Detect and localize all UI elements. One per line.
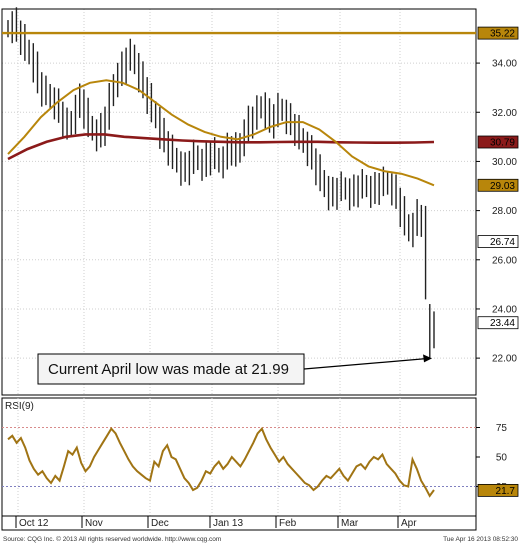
price-tick-label: 24.00 (492, 304, 517, 315)
rsi-lines (2, 426, 476, 498)
price-panel-frame (1, 8, 477, 396)
rsi-axis: 75502521.7 (476, 423, 519, 497)
time-tick-label: Dec (151, 518, 169, 529)
price-grid (2, 9, 476, 395)
price-level-box (477, 235, 519, 248)
rsi-line (7, 426, 435, 498)
time-tick-label: Apr (401, 518, 417, 529)
price-level-box (477, 316, 519, 330)
ohlc-bars (7, 7, 435, 359)
footer-source: Source: CQG Inc. © 2013 All rights reser… (3, 535, 221, 543)
time-tick-label: Jan 13 (213, 518, 243, 529)
rsi-value-label: 21.7 (496, 486, 516, 497)
overlay-lines (2, 31, 476, 187)
rsi-title: RSI(9) (5, 401, 34, 412)
ma-long-line (7, 133, 435, 161)
rsi-grid (17, 398, 401, 516)
price-tick-label: 30.00 (492, 157, 517, 168)
price-tick-label: 26.00 (492, 255, 517, 266)
price-level-label: 30.79 (490, 138, 515, 149)
time-tick-label: Mar (341, 518, 359, 529)
price-tick-label: 28.00 (492, 206, 517, 217)
time-tick-label: Nov (85, 518, 103, 529)
price-level-label: 29.03 (490, 181, 515, 192)
time-tick-label: Feb (279, 518, 297, 529)
price-level-label: 23.44 (490, 318, 515, 329)
price-level-box (477, 26, 519, 40)
price-level-label: 35.22 (490, 29, 515, 40)
price-tick-label: 22.00 (492, 354, 517, 365)
time-tick-label: Oct 12 (19, 518, 49, 529)
annotation-text: Current April low was made at 21.99 (48, 361, 289, 378)
rsi-panel-frame (1, 397, 477, 517)
footer: Source: CQG Inc. © 2013 All rights reser… (3, 535, 518, 543)
rsi-tick-label: 50 (496, 453, 508, 464)
price-panel (1, 8, 477, 396)
rsi-tick-label: 75 (496, 423, 508, 434)
price-level-label: 26.74 (490, 237, 515, 248)
price-tick-label: 32.00 (492, 108, 517, 119)
price-level-box (477, 135, 519, 149)
rsi-value-box (477, 483, 519, 497)
price-axis: 34.00 32.00 30.00 28.00 26.00 24.00 22.00 35.22… (476, 26, 519, 365)
annotation-arrow (303, 357, 430, 370)
price-level-box (477, 178, 519, 192)
footer-timestamp: Tue Apr 16 2013 08:52:30 (443, 536, 518, 543)
price-tick-label: 34.00 (492, 59, 517, 70)
annotation-callout: Current April low was made at 21.99 (37, 353, 432, 385)
annotation-arrowhead (423, 354, 432, 363)
rsi-panel: RSI(9) (1, 397, 477, 517)
time-axis: Oct 12 Nov Dec Jan 13 Feb Mar Apr (1, 515, 477, 531)
time-axis-frame (1, 515, 477, 531)
ma-short-line (7, 79, 435, 187)
